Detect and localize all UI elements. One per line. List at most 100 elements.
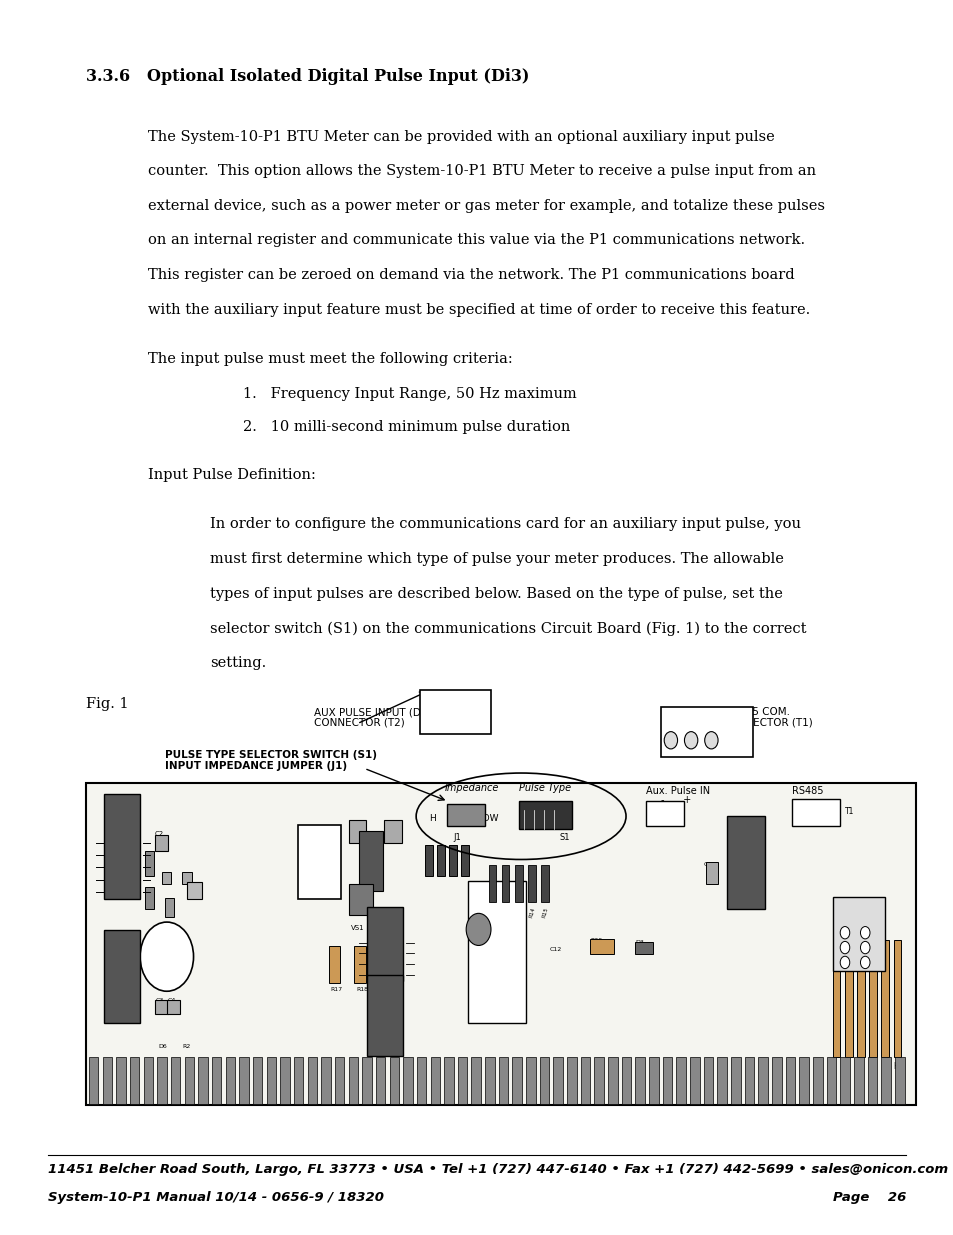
- FancyBboxPatch shape: [515, 864, 522, 902]
- FancyBboxPatch shape: [430, 1057, 439, 1104]
- Text: Fig. 1: Fig. 1: [86, 697, 129, 710]
- FancyBboxPatch shape: [89, 1057, 98, 1104]
- Text: T2: T2: [647, 808, 657, 816]
- FancyBboxPatch shape: [501, 864, 509, 902]
- Text: R12: R12: [508, 947, 520, 952]
- Text: +: +: [467, 705, 477, 718]
- Text: U4: U4: [112, 857, 121, 867]
- Text: Page    26: Page 26: [832, 1191, 905, 1204]
- Text: L1: L1: [162, 952, 172, 961]
- FancyBboxPatch shape: [840, 1057, 849, 1104]
- Circle shape: [704, 731, 718, 748]
- FancyBboxPatch shape: [449, 845, 456, 876]
- FancyBboxPatch shape: [726, 816, 764, 909]
- FancyBboxPatch shape: [335, 1057, 344, 1104]
- Text: C3: C3: [155, 998, 164, 1003]
- FancyBboxPatch shape: [844, 940, 852, 1057]
- Text: T1: T1: [844, 808, 854, 816]
- FancyBboxPatch shape: [157, 1057, 167, 1104]
- Text: R15: R15: [540, 906, 548, 918]
- FancyBboxPatch shape: [444, 1057, 454, 1104]
- FancyBboxPatch shape: [349, 820, 366, 842]
- Circle shape: [140, 923, 193, 992]
- FancyBboxPatch shape: [512, 1057, 521, 1104]
- Text: H: H: [428, 814, 435, 824]
- Text: C9: C9: [387, 821, 395, 826]
- FancyBboxPatch shape: [703, 1057, 713, 1104]
- Text: 11451 Belcher Road South, Largo, FL 33773 • USA • Tel +1 (727) 447-6140 • Fax +1: 11451 Belcher Road South, Largo, FL 3377…: [48, 1163, 947, 1177]
- FancyBboxPatch shape: [154, 999, 168, 1014]
- Text: U3: U3: [735, 872, 743, 883]
- Text: RS485: RS485: [792, 785, 823, 795]
- Circle shape: [860, 956, 869, 968]
- FancyBboxPatch shape: [832, 897, 884, 971]
- Text: R3: R3: [869, 969, 874, 977]
- Text: 3.3.6   Optional Isolated Digital Pulse Input (Di3): 3.3.6 Optional Isolated Digital Pulse In…: [86, 68, 529, 85]
- FancyBboxPatch shape: [526, 1057, 536, 1104]
- FancyBboxPatch shape: [384, 820, 401, 842]
- FancyBboxPatch shape: [881, 940, 888, 1057]
- Text: R2: R2: [882, 969, 886, 977]
- FancyBboxPatch shape: [86, 783, 915, 1105]
- FancyBboxPatch shape: [436, 845, 444, 876]
- FancyBboxPatch shape: [705, 862, 717, 884]
- FancyBboxPatch shape: [553, 1057, 562, 1104]
- Text: U2: U2: [112, 987, 121, 997]
- FancyBboxPatch shape: [167, 999, 180, 1014]
- Text: J1: J1: [453, 832, 460, 842]
- FancyBboxPatch shape: [419, 690, 491, 734]
- Text: Impedance: Impedance: [445, 783, 499, 793]
- Circle shape: [663, 731, 677, 748]
- Text: R4: R4: [858, 969, 862, 977]
- FancyBboxPatch shape: [187, 882, 202, 899]
- FancyBboxPatch shape: [329, 946, 340, 983]
- Text: R13: R13: [515, 906, 522, 918]
- FancyBboxPatch shape: [660, 708, 753, 757]
- Text: U5: U5: [364, 866, 370, 874]
- FancyBboxPatch shape: [457, 1057, 467, 1104]
- Text: -: -: [435, 705, 438, 718]
- Text: LOW: LOW: [478, 814, 498, 824]
- Text: C4: C4: [167, 998, 175, 1003]
- FancyBboxPatch shape: [367, 976, 403, 1056]
- FancyBboxPatch shape: [321, 1057, 331, 1104]
- Text: The input pulse must meet the following criteria:: The input pulse must meet the following …: [148, 352, 512, 366]
- FancyBboxPatch shape: [868, 940, 876, 1057]
- FancyBboxPatch shape: [792, 799, 840, 826]
- Text: C12: C12: [549, 947, 561, 952]
- FancyBboxPatch shape: [253, 1057, 262, 1104]
- Text: H1: H1: [892, 1062, 902, 1071]
- FancyBboxPatch shape: [184, 1057, 193, 1104]
- Circle shape: [466, 914, 491, 946]
- Text: CONNECTOR (T1): CONNECTOR (T1): [720, 718, 811, 727]
- FancyBboxPatch shape: [212, 1057, 221, 1104]
- Circle shape: [840, 941, 849, 953]
- Text: setting.: setting.: [210, 656, 266, 669]
- Text: C1: C1: [702, 862, 711, 867]
- Text: 2.   10 milli-second minimum pulse duration: 2. 10 milli-second minimum pulse duratio…: [243, 420, 570, 433]
- Circle shape: [840, 926, 849, 939]
- Text: must first determine which type of pulse your meter produces. The allowable: must first determine which type of pulse…: [210, 552, 783, 566]
- FancyBboxPatch shape: [375, 1057, 385, 1104]
- FancyBboxPatch shape: [349, 884, 373, 915]
- FancyBboxPatch shape: [812, 1057, 821, 1104]
- FancyBboxPatch shape: [488, 864, 496, 902]
- FancyBboxPatch shape: [145, 887, 154, 909]
- FancyBboxPatch shape: [662, 1057, 672, 1104]
- Text: CONNECTOR (T2): CONNECTOR (T2): [314, 718, 404, 727]
- FancyBboxPatch shape: [130, 1057, 139, 1104]
- Text: RS 485 COM.: RS 485 COM.: [720, 708, 789, 718]
- FancyBboxPatch shape: [621, 1057, 631, 1104]
- FancyBboxPatch shape: [403, 1057, 413, 1104]
- FancyBboxPatch shape: [447, 804, 485, 826]
- FancyBboxPatch shape: [853, 1057, 862, 1104]
- Text: R1: R1: [894, 969, 899, 977]
- FancyBboxPatch shape: [881, 1057, 890, 1104]
- Text: selector switch (S1) on the communications Circuit Board (Fig. 1) to the correct: selector switch (S1) on the communicatio…: [210, 621, 805, 636]
- Text: PULSE TYPE SELECTOR SWITCH (S1): PULSE TYPE SELECTOR SWITCH (S1): [165, 750, 376, 760]
- FancyBboxPatch shape: [894, 1057, 903, 1104]
- FancyBboxPatch shape: [771, 1057, 781, 1104]
- FancyBboxPatch shape: [162, 872, 172, 884]
- Text: D4: D4: [488, 906, 495, 915]
- Circle shape: [860, 941, 869, 953]
